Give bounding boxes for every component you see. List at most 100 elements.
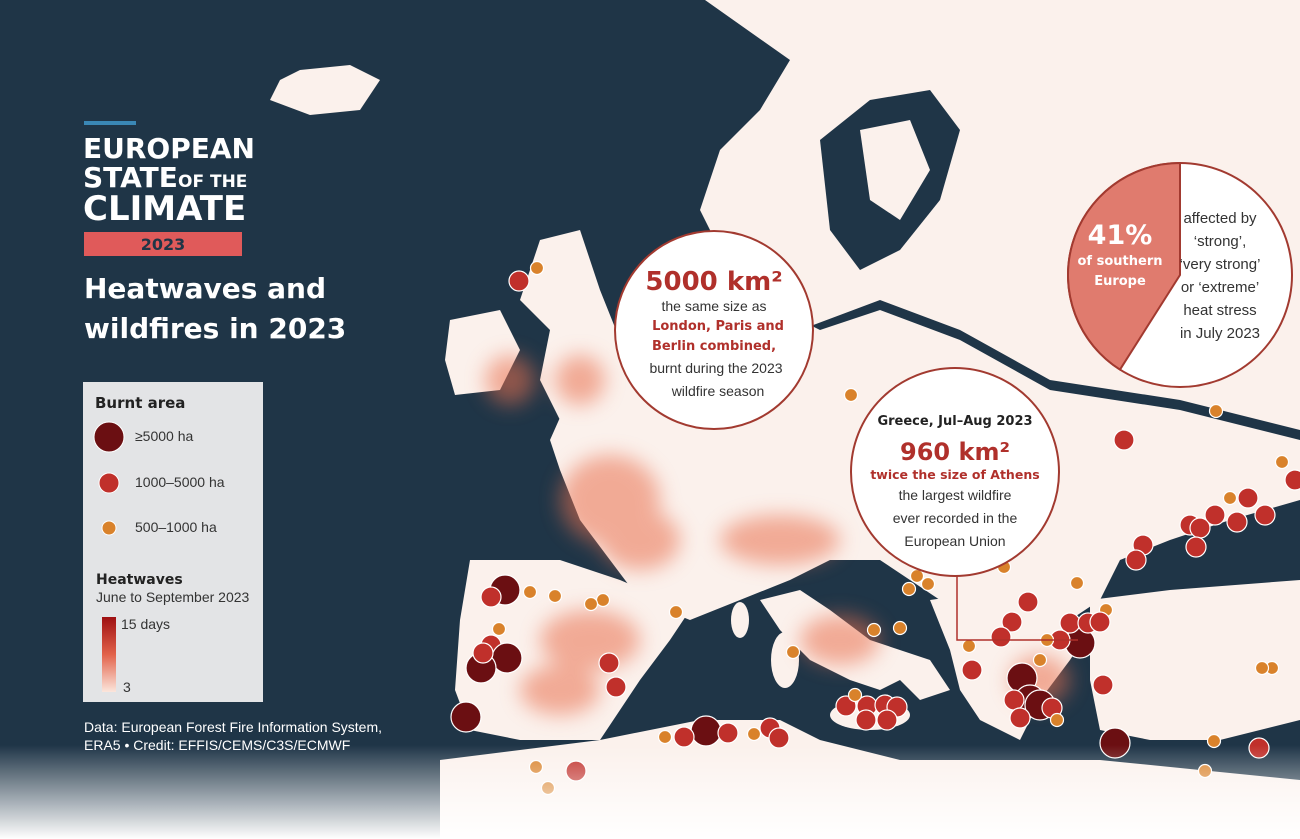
pie-wedge [1067, 161, 1181, 371]
pie-text-line: in July 2023 [1180, 325, 1260, 342]
fire-dot [491, 621, 507, 637]
callout-line: Berlin combined, [652, 339, 776, 354]
pie-label: 41% [1088, 220, 1153, 251]
fire-dot [1222, 490, 1238, 506]
header-line: OF THE [178, 172, 247, 192]
fire-dot [598, 652, 620, 674]
legend-label: ≥5000 ha [135, 428, 194, 444]
fire-dot [847, 687, 863, 703]
fire-dot [1284, 469, 1300, 491]
fire-dot [746, 726, 762, 742]
header-line: STATE [83, 161, 178, 194]
fire-dot [508, 270, 530, 292]
fire-dot [892, 620, 908, 636]
fire-dot [657, 729, 673, 745]
fire-dot [990, 626, 1012, 648]
fire-dot [1032, 652, 1048, 668]
pie-text-line: ‘strong’, [1194, 233, 1247, 250]
fire-dot [901, 581, 917, 597]
callout-heading: Greece, Jul–Aug 2023 [877, 414, 1032, 429]
callout-line: London, Paris and [652, 319, 784, 334]
callout-leader [956, 575, 1078, 641]
fire-dot [529, 260, 545, 276]
fire-dot [866, 622, 882, 638]
fire-dot [1017, 591, 1039, 613]
fire-dot [673, 726, 695, 748]
fire-dot [1125, 549, 1147, 571]
pie-text-line: or ‘extreme’ [1181, 279, 1259, 296]
callout-line: wildfire season [671, 383, 765, 399]
fire-dot [876, 709, 898, 731]
title: wildfires in 2023 [84, 312, 346, 345]
fire-dot [547, 588, 563, 604]
pie-text: affected by ‘strong’, ‘very strong’ or ‘ext… [1180, 210, 1261, 342]
fire-dot [1208, 403, 1224, 419]
fire-dot [1237, 487, 1259, 509]
callout-line: European Union [904, 533, 1005, 549]
heat-scale [102, 617, 116, 692]
pie-sublabel: of southern [1078, 254, 1163, 269]
fire-dot [668, 604, 684, 620]
year: 2023 [141, 235, 186, 254]
heat-patches [485, 355, 1070, 715]
callout-line: twice the size of Athens [870, 467, 1039, 482]
bottom-fade [0, 745, 1300, 839]
header-line: CLIMATE [83, 189, 246, 229]
pie-text-line: affected by [1183, 210, 1257, 227]
fire-dot [843, 387, 859, 403]
fire-dot [1001, 611, 1023, 633]
heat-min: 3 [123, 679, 131, 695]
legend-dot [101, 520, 117, 536]
callout-headline: 5000 km² [645, 267, 782, 297]
fire-dot [785, 644, 801, 660]
fire-dot [1254, 504, 1276, 526]
fire-dot [961, 659, 983, 681]
fire-dot [835, 695, 857, 717]
header-line: EUROPEAN [83, 132, 255, 165]
fire-dot [450, 701, 482, 733]
credit: Data: European Forest Fire Information S… [84, 719, 382, 735]
year-band [84, 232, 242, 256]
callout-circle [850, 367, 1060, 577]
callout-headline: 960 km² [900, 438, 1010, 466]
callout-line: the largest wildfire [899, 487, 1012, 503]
pie-sublabel: Europe [1094, 274, 1146, 289]
title: Heatwaves and [84, 272, 326, 305]
fire-dot [1189, 517, 1211, 539]
legend-subtitle: June to September 2023 [96, 589, 250, 605]
fire-dot [961, 638, 977, 654]
fire-dot [1009, 707, 1031, 729]
fire-dot [1003, 689, 1025, 711]
fire-dot [1089, 611, 1111, 633]
legend-dot [98, 472, 120, 494]
fire-dot [595, 592, 611, 608]
fire-dot [1069, 575, 1085, 591]
fire-dot [717, 722, 739, 744]
fire-dot [1274, 454, 1290, 470]
fire-dot [605, 676, 627, 698]
fire-dot [1254, 660, 1270, 676]
heat-max: 15 days [121, 616, 170, 632]
fire-dot [1113, 429, 1135, 451]
fire-dot [1226, 511, 1248, 533]
legend-label: 500–1000 ha [135, 519, 217, 535]
legend-title: Heatwaves [96, 572, 183, 588]
fire-dot [920, 576, 936, 592]
fire-dot [472, 642, 494, 664]
legend-title: Burnt area [95, 394, 185, 412]
pie-text-line: heat stress [1183, 302, 1256, 319]
fire-dot [1204, 504, 1226, 526]
pie-text-line: ‘very strong’ [1180, 256, 1261, 273]
callout-line: ever recorded in the [893, 510, 1018, 526]
fire-dot [522, 584, 538, 600]
header-rule [84, 121, 136, 125]
callout-line: the same size as [661, 298, 766, 314]
fire-dot [583, 596, 599, 612]
callout-circle [614, 230, 814, 430]
fire-dot [690, 715, 722, 747]
fire-dot [855, 709, 877, 731]
fire-dot [1049, 712, 1065, 728]
legend-label: 1000–5000 ha [135, 474, 225, 490]
